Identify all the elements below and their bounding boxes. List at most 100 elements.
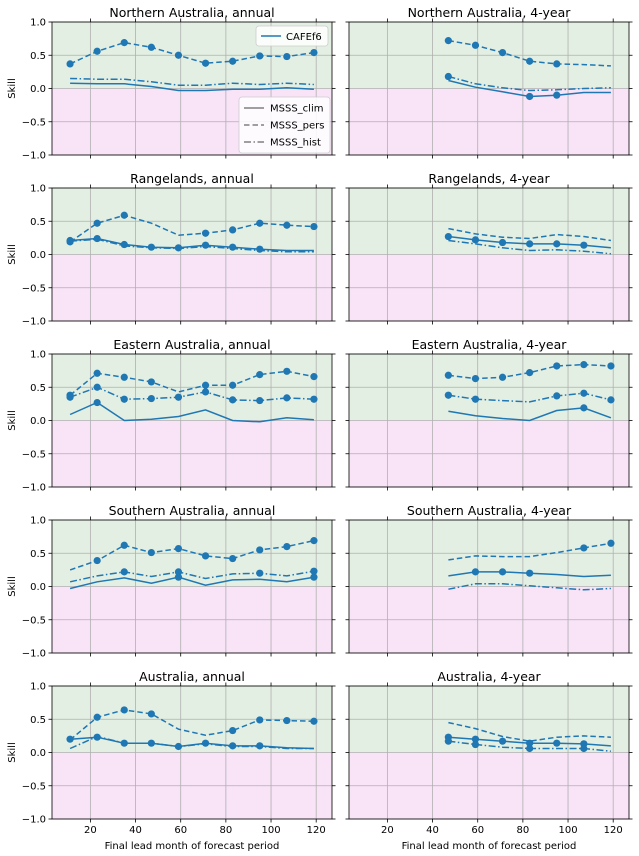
data-point-msss-pers xyxy=(310,537,318,545)
data-point-msss-clim xyxy=(553,739,561,747)
series-line-msss-hist xyxy=(70,238,314,253)
data-point-msss-pers xyxy=(553,362,561,370)
data-point-msss-clim xyxy=(471,568,480,576)
data-point-msss-pers xyxy=(229,381,237,389)
data-point-msss-hist xyxy=(174,393,183,401)
x-tick-label: 80 xyxy=(220,825,233,836)
legend-box xyxy=(255,25,329,47)
series-line-msss-clim xyxy=(69,576,315,590)
data-point-msss-hist xyxy=(444,391,452,399)
y-tick-label: 0.5 xyxy=(30,715,46,726)
data-point-msss-pers xyxy=(444,371,452,379)
legend-style-label: MSSS_clim xyxy=(270,104,323,115)
series-line-msss-pers xyxy=(448,227,612,242)
data-point-msss-hist xyxy=(201,388,210,396)
y-tick-label: 1.0 xyxy=(30,516,46,527)
subplot-title: Northern Australia, 4-year xyxy=(408,5,572,20)
series-line-msss-clim xyxy=(70,237,314,252)
y-tick-label: 0.0 xyxy=(30,582,46,593)
data-point-msss-hist xyxy=(471,395,480,403)
subplot-5: 1.0 0.5 0.0 −0.5 −1.0 Eastern Australia, annu… xyxy=(7,337,336,494)
data-point-msss-pers xyxy=(498,48,507,57)
series-line-msss-hist xyxy=(70,77,314,86)
legend-model: CAFEf6 xyxy=(255,25,329,47)
y-tick-label: 1.0 xyxy=(30,18,46,29)
series-line-msss-pers xyxy=(69,370,315,396)
y-tick-label: −1.0 xyxy=(22,815,46,826)
series-line-msss-pers xyxy=(69,539,315,571)
y-tick-label: 0.0 xyxy=(30,748,46,759)
data-point-msss-pers xyxy=(471,375,480,383)
y-tick-label: 0.5 xyxy=(30,549,46,560)
data-point-msss-hist xyxy=(256,569,264,577)
data-point-msss-pers xyxy=(444,37,452,45)
data-point-msss-clim xyxy=(256,245,264,253)
data-point-msss-hist xyxy=(93,383,101,391)
data-point-msss-clim xyxy=(174,573,183,581)
subplot-title: Southern Australia, annual xyxy=(109,503,276,518)
data-point-msss-pers xyxy=(120,211,128,219)
x-tick-label: 120 xyxy=(307,825,326,836)
y-tick-label: 1.0 xyxy=(30,184,46,195)
subplot-title: Rangelands, 4-year xyxy=(428,171,550,186)
data-point-msss-pers xyxy=(256,546,264,554)
y-tick-label: 1.0 xyxy=(30,350,46,361)
data-point-msss-hist xyxy=(120,568,128,576)
data-point-msss-pers xyxy=(120,373,128,381)
data-point-msss-clim xyxy=(553,240,561,248)
subplot-title: Southern Australia, 4-year xyxy=(407,503,572,518)
series-line-msss-pers xyxy=(448,721,611,742)
y-tick-label: −1.0 xyxy=(22,649,46,660)
data-point-msss-pers xyxy=(283,367,291,375)
y-tick-label: 0.5 xyxy=(30,383,46,394)
data-point-msss-pers xyxy=(66,60,74,68)
data-point-msss-hist xyxy=(471,740,480,749)
data-point-msss-pers xyxy=(120,39,128,47)
y-tick-label: 1.0 xyxy=(30,682,46,693)
data-point-msss-pers xyxy=(93,219,101,227)
data-point-msss-pers xyxy=(93,47,101,55)
subplot-9: 20 40 60 80 100 120 1.0 0.5 0.0 −0.5 −1.0 Australia… xyxy=(7,669,336,852)
legend-style-label: MSSS_hist xyxy=(270,138,321,149)
data-point-msss-hist xyxy=(526,744,534,753)
data-point-msss-pers xyxy=(580,544,588,552)
subplot-10: 20 40 60 80 100 120 Australia, 4-year Final lea… xyxy=(345,669,633,852)
subplot-3: 1.0 0.5 0.0 −0.5 −1.0 Rangelands, annual Skill xyxy=(7,171,336,328)
data-point-msss-hist xyxy=(580,744,588,753)
series-line-msss-hist xyxy=(69,735,314,750)
series-line-msss-hist xyxy=(69,570,315,583)
data-point-msss-clim xyxy=(444,232,452,241)
subplot-8: Southern Australia, 4-year xyxy=(345,503,633,657)
y-tick-label: −1.0 xyxy=(22,317,46,328)
x-tick-label: 60 xyxy=(174,825,187,836)
y-axis-label: Skill xyxy=(7,410,18,430)
subplot-title: Northern Australia, annual xyxy=(109,5,274,20)
data-point-msss-pers xyxy=(201,381,210,389)
data-point-msss-pers xyxy=(310,48,318,57)
data-point-msss-clim xyxy=(498,737,507,745)
data-point-msss-pers xyxy=(93,556,101,565)
subplot-title: Rangelands, annual xyxy=(130,171,254,186)
x-tick-label: 100 xyxy=(261,825,280,836)
data-point-msss-hist xyxy=(444,72,452,81)
data-point-msss-pers xyxy=(201,229,210,237)
series-line-msss-hist xyxy=(69,386,314,402)
series-line-msss-clim xyxy=(69,401,314,423)
series-line-msss-pers xyxy=(69,214,314,243)
data-point-msss-pers xyxy=(607,362,615,370)
data-point-msss-hist xyxy=(580,389,588,397)
data-point-msss-clim xyxy=(526,569,534,577)
data-point-msss-hist xyxy=(147,394,155,403)
subplot-title: Australia, 4-year xyxy=(437,669,541,684)
data-point-msss-pers xyxy=(201,552,210,560)
data-point-msss-clim xyxy=(580,241,588,249)
data-point-msss-pers xyxy=(229,726,237,735)
subplot-title: Eastern Australia, annual xyxy=(113,337,270,352)
x-tick-label: 60 xyxy=(471,825,484,836)
data-point-msss-pers xyxy=(283,716,291,725)
data-point-msss-hist xyxy=(444,737,452,745)
data-point-msss-pers xyxy=(607,539,615,547)
data-point-msss-clim xyxy=(201,241,210,249)
data-point-msss-clim xyxy=(471,735,480,743)
